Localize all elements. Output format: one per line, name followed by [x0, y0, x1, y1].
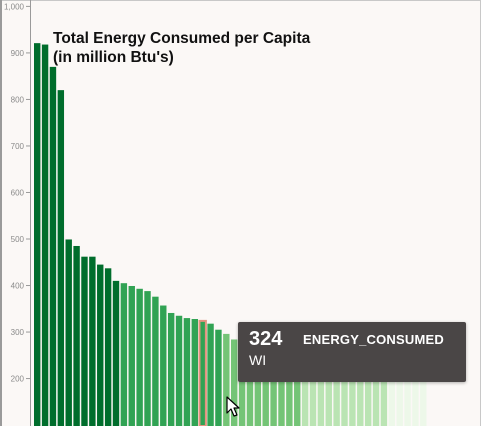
- chart-title: Total Energy Consumed per Capita (in mil…: [53, 29, 373, 67]
- bar[interactable]: [112, 280, 120, 426]
- chart-title-line-2: (in million Btu's): [53, 49, 174, 66]
- tooltip: 324 ENERGY_CONSUMED WI: [238, 322, 466, 382]
- y-tick-label: 400: [11, 282, 25, 291]
- y-tick-label: 500: [11, 235, 25, 244]
- bar[interactable]: [262, 351, 269, 426]
- bar[interactable]: [183, 318, 191, 426]
- tooltip-field-name: ENERGY_CONSUMED: [303, 332, 444, 347]
- bar[interactable]: [278, 352, 285, 426]
- bar[interactable]: [238, 341, 246, 426]
- bar[interactable]: [175, 315, 183, 426]
- bar[interactable]: [89, 256, 96, 426]
- bar[interactable]: [34, 43, 41, 426]
- y-tick-label: 600: [11, 188, 25, 197]
- bar[interactable]: [404, 371, 411, 426]
- bar[interactable]: [294, 357, 301, 426]
- bar[interactable]: [254, 349, 262, 426]
- bar[interactable]: [325, 369, 332, 426]
- tooltip-category: WI: [249, 352, 267, 368]
- bar[interactable]: [167, 312, 175, 426]
- mouse-pointer-icon: [226, 396, 240, 417]
- bar[interactable]: [420, 371, 427, 426]
- bar[interactable]: [270, 352, 277, 426]
- y-tick-label: 1,000: [4, 2, 25, 11]
- bar[interactable]: [152, 296, 159, 426]
- bar[interactable]: [57, 90, 65, 426]
- y-tick-label: 700: [11, 142, 25, 151]
- bar[interactable]: [81, 256, 88, 426]
- bar[interactable]: [333, 370, 340, 426]
- bar[interactable]: [215, 329, 222, 426]
- bar[interactable]: [136, 288, 143, 426]
- y-tick-label: 800: [11, 95, 25, 104]
- bar[interactable]: [128, 285, 135, 426]
- bar[interactable]: [49, 66, 57, 426]
- y-tick-label: 900: [11, 49, 25, 58]
- bar[interactable]: [349, 371, 356, 426]
- bar[interactable]: [231, 339, 238, 426]
- panel-left-border: [0, 0, 2, 426]
- bar[interactable]: [41, 44, 49, 426]
- bar[interactable]: [380, 371, 388, 426]
- bar[interactable]: [412, 371, 419, 426]
- bar[interactable]: [246, 344, 254, 426]
- tooltip-value: 324: [249, 328, 283, 350]
- bar[interactable]: [357, 371, 364, 426]
- bar[interactable]: [317, 366, 325, 426]
- bar[interactable]: [341, 371, 348, 426]
- bar[interactable]: [396, 371, 403, 426]
- bar[interactable]: [65, 239, 72, 426]
- bar[interactable]: [223, 333, 230, 426]
- bars-group: [34, 43, 427, 426]
- bar[interactable]: [309, 363, 317, 426]
- bar[interactable]: [97, 264, 104, 426]
- y-tick-label: 200: [11, 375, 25, 384]
- bar[interactable]: [372, 372, 380, 426]
- bar[interactable]: [364, 371, 372, 426]
- y-axis-ticks: 200 300 400 500 600 700 800 900 1,000: [4, 2, 31, 384]
- bar[interactable]: [120, 283, 128, 426]
- bar[interactable]: [286, 355, 293, 426]
- bar[interactable]: [388, 371, 395, 426]
- bar[interactable]: [207, 323, 214, 426]
- bar[interactable]: [301, 359, 309, 426]
- bar[interactable]: [104, 268, 112, 426]
- bar[interactable]: [160, 305, 167, 426]
- bar[interactable]: [73, 245, 80, 426]
- bar[interactable]: [191, 319, 198, 426]
- bar[interactable]: [144, 291, 151, 426]
- y-tick-label: 300: [11, 328, 25, 337]
- chart-title-line-1: Total Energy Consumed per Capita: [53, 30, 311, 47]
- bar-highlighted[interactable]: [198, 319, 207, 426]
